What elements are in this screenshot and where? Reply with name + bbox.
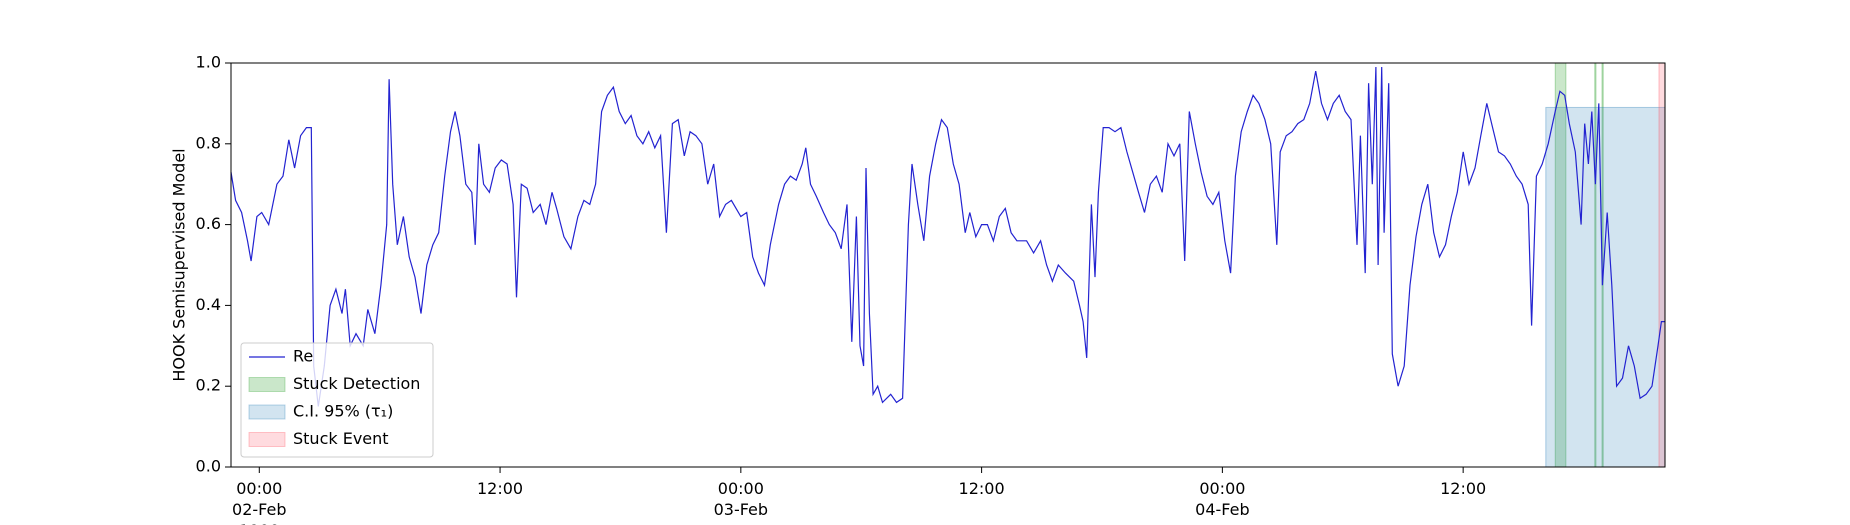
- span: [1545, 106, 1666, 468]
- x-tick-label: 12:00: [477, 479, 523, 498]
- y-tick-label: 0.8: [196, 133, 221, 152]
- y-tick-label: 0.2: [196, 376, 221, 395]
- legend-swatch: [248, 377, 286, 392]
- x-tick-label: 12:00: [1440, 479, 1486, 498]
- x-tick-label-line: 12:00: [1440, 479, 1486, 498]
- y-tick-label: 0.4: [196, 295, 221, 314]
- y-tick-label: 0.6: [196, 214, 221, 233]
- x-tick-label-line: 1900: [239, 521, 280, 525]
- x-tick-label: 12:00: [959, 479, 1005, 498]
- span: [1658, 62, 1666, 468]
- y-tick-label: 0.0: [196, 457, 221, 476]
- y-axis-label: HOOK Semisupervised Model: [170, 148, 189, 381]
- legend-swatch: [248, 432, 286, 447]
- legend-label: Stuck Detection: [293, 374, 420, 393]
- x-tick-label-line: 12:00: [477, 479, 523, 498]
- x-tick-label-line: 12:00: [959, 479, 1005, 498]
- plot-frame: [230, 62, 1666, 468]
- legend-label: Re: [293, 347, 313, 366]
- legend-label: Stuck Event: [293, 429, 389, 448]
- x-tick-label-line: 00:00: [1199, 479, 1245, 498]
- x-tick-label: 00:00 02-Feb 1900: [232, 479, 286, 525]
- legend-box: [240, 342, 434, 458]
- x-tick-label-line: 00:00: [236, 479, 282, 498]
- legend-label: C.I. 95% (τ₁): [293, 402, 393, 421]
- legend-swatch: [248, 404, 286, 420]
- x-tick-label-line: 03-Feb: [714, 500, 768, 519]
- x-tick-label: 00:00 03-Feb: [714, 479, 768, 519]
- data-line: [230, 66, 1665, 407]
- x-tick-label: 00:00 04-Feb: [1195, 479, 1249, 519]
- x-tick-label-line: 00:00: [718, 479, 764, 498]
- x-tick-label-line: 02-Feb: [232, 500, 286, 519]
- x-tick-label-line: 04-Feb: [1195, 500, 1249, 519]
- y-tick-label: 1.0: [196, 53, 221, 72]
